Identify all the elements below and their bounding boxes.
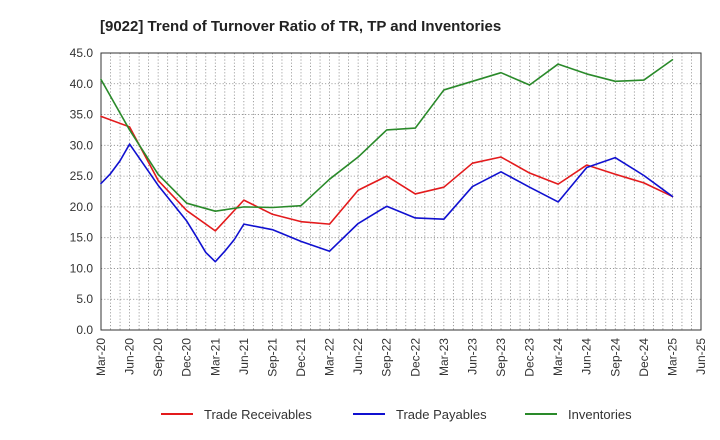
x-tick-label: Mar-23 [437,338,451,376]
legend: Trade Receivables Trade Payables Inventori… [161,407,632,422]
x-tick-label: Dec-22 [408,338,422,377]
y-tick-label: 0.0 [76,323,93,337]
x-tick-label: Dec-20 [180,338,194,377]
x-tick-label: Sep-21 [265,338,279,377]
x-tick-label: Mar-21 [208,338,222,376]
x-tick-label: Jun-22 [351,338,365,375]
y-tick-label: 35.0 [70,108,94,122]
y-tick-label: 5.0 [76,292,93,306]
series-line-trade-receivables [100,115,674,232]
x-tick-label: Sep-22 [380,338,394,377]
y-tick-label: 30.0 [70,138,94,152]
chart-title: [9022] Trend of Turnover Ratio of TR, TP… [100,18,501,35]
y-tick-label: 25.0 [70,169,94,183]
y-tick-label: 10.0 [70,261,94,275]
series-lines [100,58,674,263]
y-axis: 0.0 5.0 10.0 15.0 20.0 25.0 30.0 35.0 40.0 45.0 [70,46,94,337]
x-tick-label: Mar-25 [665,338,679,376]
y-tick-label: 45.0 [70,46,94,60]
x-tick-label: Jun-23 [465,338,479,375]
x-tick-label: Jun-24 [580,338,594,375]
legend-label-trade-receivables: Trade Receivables [204,407,312,422]
x-tick-label: Dec-24 [637,338,651,377]
x-tick-label: Sep-24 [608,338,622,377]
y-tick-label: 15.0 [70,231,94,245]
plot-area-frame [100,52,702,331]
series-line-inventories [100,58,674,212]
legend-label-trade-payables: Trade Payables [396,407,487,422]
series-line-trade-payables [100,143,674,263]
x-tick-label: Jun-20 [123,338,137,375]
x-tick-label: Jun-21 [237,338,251,375]
x-axis: Mar-20 Jun-20 Sep-20 Dec-20 Mar-21 Jun-21 Sep-… [94,338,708,377]
x-tick-label: Sep-23 [494,338,508,377]
x-tick-label: Mar-24 [551,338,565,376]
y-tick-label: 40.0 [70,77,94,91]
legend-label-inventories: Inventories [568,407,632,422]
x-tick-label: Dec-21 [294,338,308,377]
x-tick-label: Mar-20 [94,338,108,376]
x-tick-label: Dec-23 [523,338,537,377]
x-tick-label: Jun-25 [694,338,708,375]
x-tick-label: Mar-22 [323,338,337,376]
grid [100,52,702,331]
x-tick-label: Sep-20 [151,338,165,377]
y-tick-label: 20.0 [70,200,94,214]
